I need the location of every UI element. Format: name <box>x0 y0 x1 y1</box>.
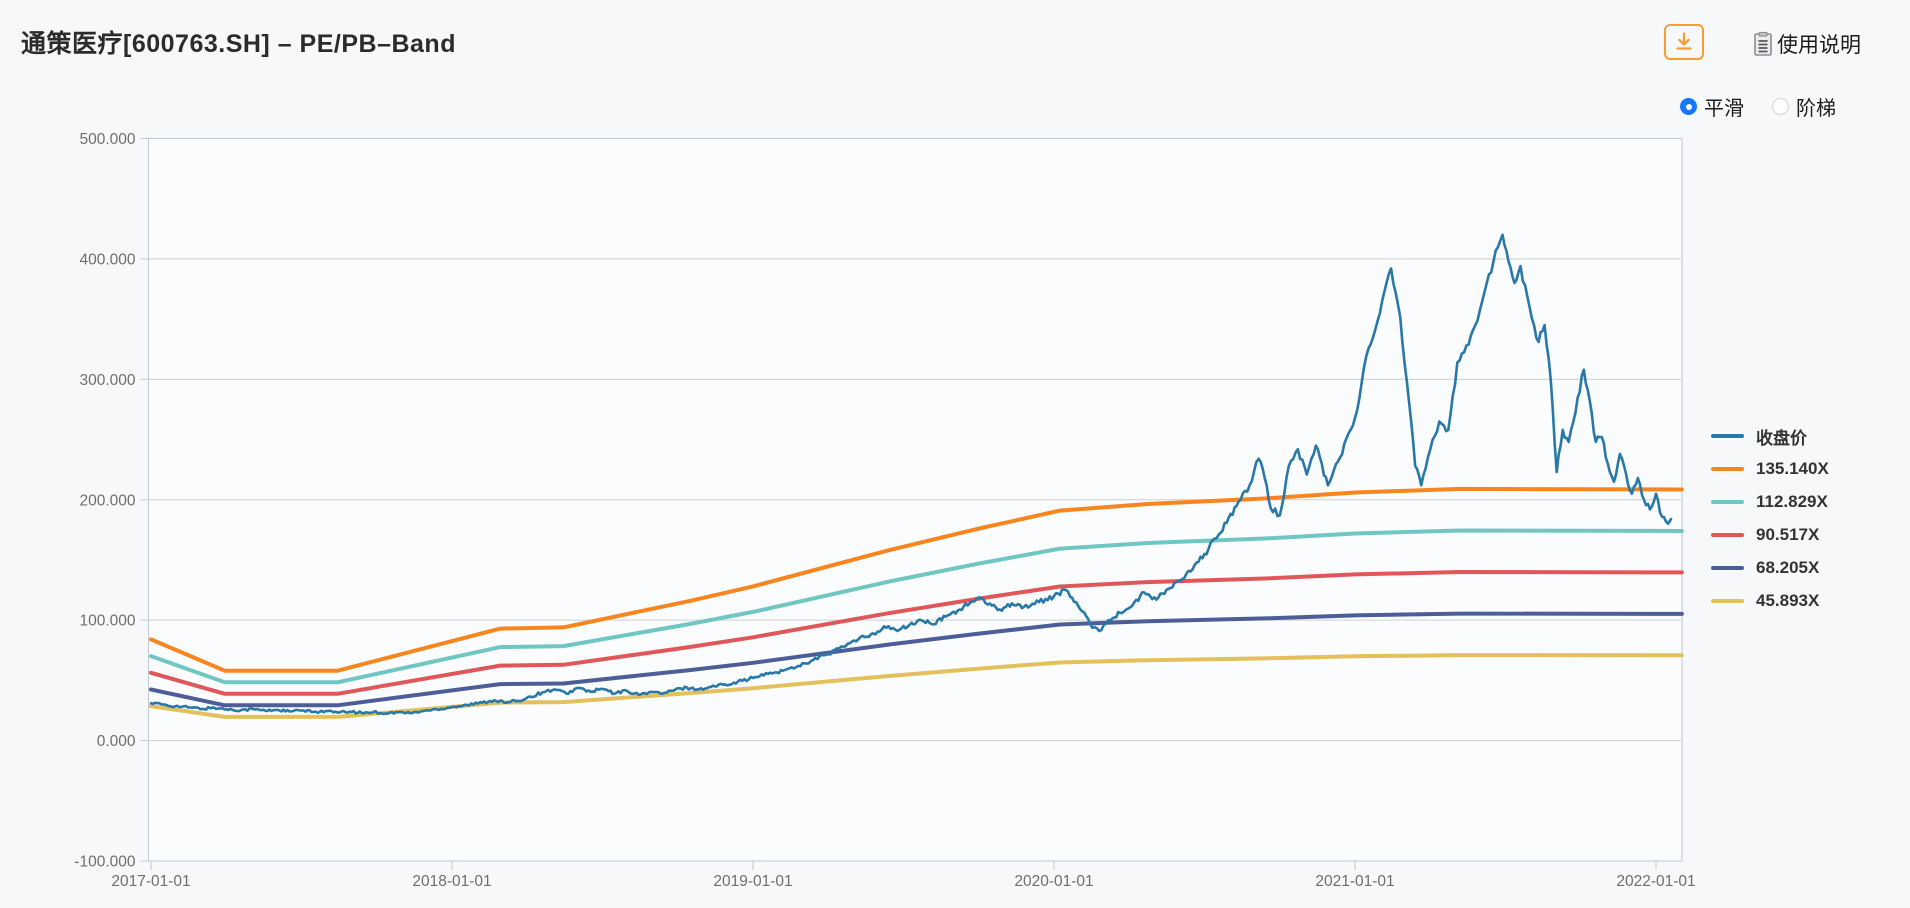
legend-item[interactable]: 收盘价 <box>1711 426 1829 448</box>
legend-item[interactable]: 45.893X <box>1711 591 1829 611</box>
y-axis-label: 200.000 <box>79 492 135 509</box>
y-axis-label: -100.000 <box>74 854 136 871</box>
band-line-68.205x <box>149 611 1684 708</box>
legend-marker-line <box>1711 565 1744 571</box>
band-line-90.517x <box>149 570 1684 696</box>
x-axis-label: 2019-01-01 <box>713 873 792 890</box>
x-axis-label: 2022-01-01 <box>1616 873 1695 890</box>
legend-item[interactable]: 112.829X <box>1711 492 1829 512</box>
legend-label: 135.140X <box>1756 459 1829 478</box>
manual-clipboard-icon <box>1754 31 1772 56</box>
page-title: 通策医疗[600763.SH] – PE/PB–Band <box>21 30 456 58</box>
smooth-radio[interactable]: 平滑 <box>1680 92 1744 121</box>
step-radio[interactable]: 阶梯 <box>1772 92 1836 121</box>
band-line-135.140x <box>149 486 1684 673</box>
legend-marker-line <box>1711 598 1744 604</box>
legend-label: 45.893X <box>1756 591 1820 610</box>
line-mode-radio-group: 平滑 阶梯 <box>1680 92 1836 121</box>
help-link[interactable]: 使用说明 <box>1752 29 1861 59</box>
legend-marker-line <box>1711 532 1744 538</box>
y-axis-label: 100.000 <box>79 613 135 630</box>
x-axis-label: 2021-01-01 <box>1315 873 1394 890</box>
legend-label: 68.205X <box>1756 558 1820 577</box>
download-button[interactable] <box>1664 24 1704 60</box>
y-axis-label: 500.000 <box>79 131 135 148</box>
y-axis-label: 0.000 <box>97 733 136 750</box>
radio-selected-icon <box>1680 98 1697 115</box>
smooth-radio-label: 平滑 <box>1704 98 1744 120</box>
legend-marker-line <box>1711 433 1744 439</box>
legend-item[interactable]: 135.140X <box>1711 459 1829 479</box>
close-price-line <box>149 233 1673 716</box>
download-icon <box>1676 32 1692 50</box>
radio-unselected-icon <box>1772 98 1789 115</box>
legend-marker-line <box>1711 499 1744 505</box>
legend-item[interactable]: 90.517X <box>1711 525 1829 545</box>
chart-legend: 收盘价 135.140X 112.829X 90.517X 68.205X 45.893X <box>1711 426 1829 611</box>
legend-label: 90.517X <box>1756 525 1820 544</box>
band-line-112.829x <box>149 528 1684 685</box>
y-axis-label: 300.000 <box>79 372 135 389</box>
step-radio-label: 阶梯 <box>1796 98 1836 120</box>
x-axis-label: 2018-01-01 <box>412 873 491 890</box>
legend-label: 收盘价 <box>1756 428 1807 448</box>
y-axis-label: 400.000 <box>79 251 135 268</box>
x-axis-label: 2017-01-01 <box>111 873 190 890</box>
x-axis-label: 2020-01-01 <box>1014 873 1093 890</box>
legend-label: 112.829X <box>1756 492 1828 511</box>
legend-item[interactable]: 68.205X <box>1711 558 1829 578</box>
help-label: 使用说明 <box>1777 34 1861 57</box>
legend-marker-line <box>1711 466 1744 472</box>
